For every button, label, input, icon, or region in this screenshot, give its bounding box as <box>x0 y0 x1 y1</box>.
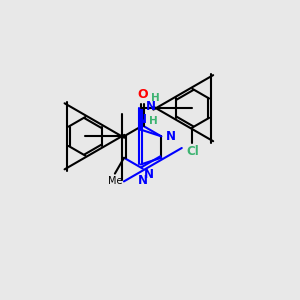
Text: H: H <box>151 93 160 103</box>
Text: N: N <box>137 112 147 125</box>
Text: O: O <box>137 88 148 100</box>
Text: N: N <box>146 100 155 113</box>
Text: N: N <box>144 168 154 181</box>
Text: Cl: Cl <box>186 145 199 158</box>
Text: Me: Me <box>108 176 122 186</box>
Text: H: H <box>149 116 158 125</box>
Text: N: N <box>138 174 148 187</box>
Text: N: N <box>166 130 176 143</box>
